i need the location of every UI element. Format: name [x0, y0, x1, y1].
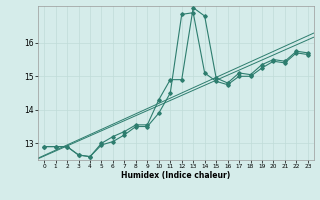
X-axis label: Humidex (Indice chaleur): Humidex (Indice chaleur): [121, 171, 231, 180]
